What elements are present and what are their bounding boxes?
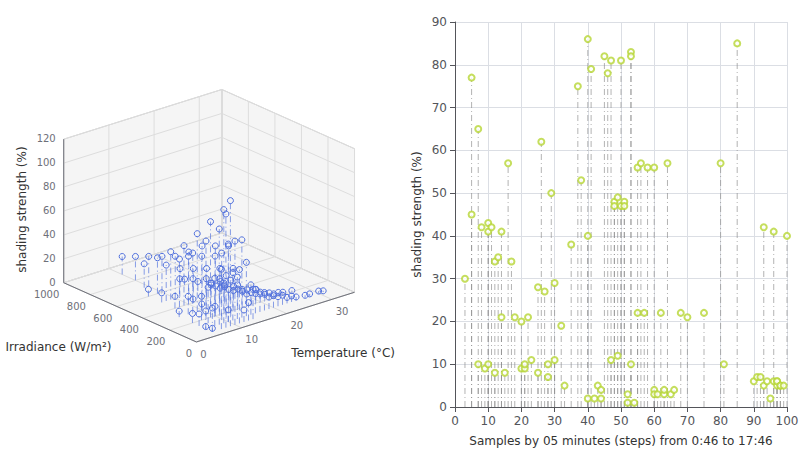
svg-text:Temperature (°C): Temperature (°C) <box>290 346 395 360</box>
svg-text:70: 70 <box>680 414 695 428</box>
svg-text:0: 0 <box>49 277 55 288</box>
svg-text:90: 90 <box>746 414 761 428</box>
svg-text:120: 120 <box>37 133 56 144</box>
svg-text:40: 40 <box>43 229 56 240</box>
svg-text:0: 0 <box>439 400 447 414</box>
svg-text:40: 40 <box>432 229 447 243</box>
svg-text:600: 600 <box>93 313 112 324</box>
svg-text:30: 30 <box>547 414 562 428</box>
svg-text:Samples by 05 minutes (steps): Samples by 05 minutes (steps) from 0:46 … <box>469 434 772 448</box>
svg-text:0: 0 <box>200 349 206 360</box>
svg-text:800: 800 <box>67 301 86 312</box>
svg-text:30: 30 <box>336 306 349 317</box>
svg-text:100: 100 <box>37 157 56 168</box>
svg-text:50: 50 <box>613 414 628 428</box>
svg-text:20: 20 <box>432 314 447 328</box>
svg-text:30: 30 <box>432 272 447 286</box>
svg-text:shading strength (%): shading strength (%) <box>410 151 424 277</box>
svg-text:Irradiance (W/m²): Irradiance (W/m²) <box>5 340 111 354</box>
svg-text:60: 60 <box>647 414 662 428</box>
svg-text:60: 60 <box>432 143 447 157</box>
svg-text:shading strength (%): shading strength (%) <box>15 146 29 272</box>
svg-text:50: 50 <box>432 186 447 200</box>
svg-text:80: 80 <box>432 58 447 72</box>
svg-text:10: 10 <box>481 414 496 428</box>
svg-text:10: 10 <box>245 334 258 345</box>
svg-text:10: 10 <box>432 357 447 371</box>
svg-text:20: 20 <box>43 253 56 264</box>
svg-text:0: 0 <box>451 414 459 428</box>
svg-text:60: 60 <box>43 205 56 216</box>
svg-text:20: 20 <box>291 320 304 331</box>
svg-text:70: 70 <box>432 101 447 115</box>
svg-text:20: 20 <box>514 414 529 428</box>
svg-text:40: 40 <box>580 414 595 428</box>
svg-text:0: 0 <box>186 348 192 359</box>
svg-text:200: 200 <box>146 336 165 347</box>
svg-text:90: 90 <box>432 15 447 29</box>
svg-text:100: 100 <box>776 414 799 428</box>
svg-text:80: 80 <box>43 181 56 192</box>
svg-text:1000: 1000 <box>34 289 59 300</box>
svg-text:80: 80 <box>713 414 728 428</box>
svg-text:400: 400 <box>120 324 139 335</box>
